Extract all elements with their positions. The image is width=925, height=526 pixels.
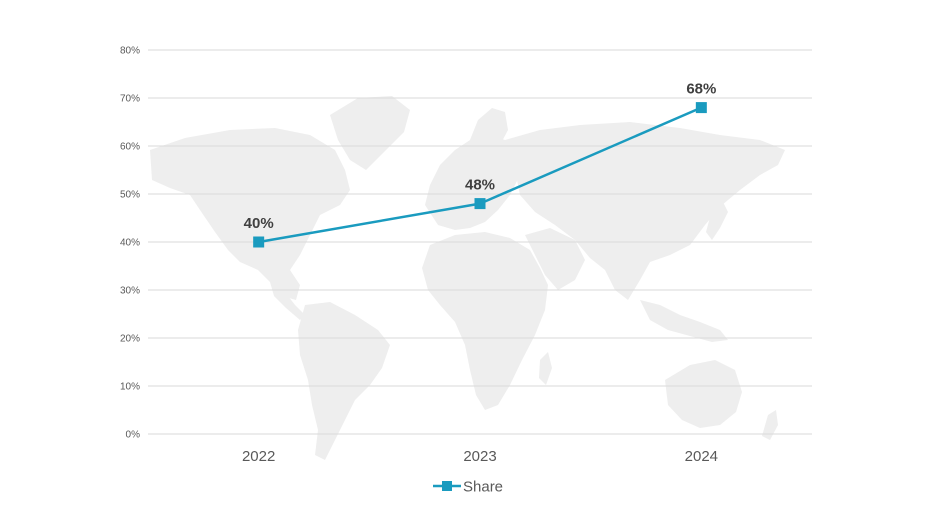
x-tick-label: 2023 bbox=[463, 448, 496, 465]
x-tick-label: 2024 bbox=[685, 448, 718, 465]
map-asia bbox=[505, 122, 785, 300]
legend-marker-icon bbox=[442, 481, 452, 491]
map-new-zealand bbox=[762, 410, 778, 440]
data-labels: 40% 48% 68% bbox=[244, 81, 717, 232]
y-tick-label: 40% bbox=[120, 238, 140, 249]
x-axis: 2022 2023 2024 bbox=[242, 448, 718, 465]
data-label: 48% bbox=[465, 177, 495, 194]
map-australia bbox=[665, 360, 742, 428]
legend: Share bbox=[433, 479, 503, 496]
x-tick-label: 2022 bbox=[242, 448, 275, 465]
y-tick-label: 60% bbox=[120, 142, 140, 153]
map-madagascar bbox=[539, 352, 552, 385]
map-southeast-asia bbox=[640, 300, 728, 342]
map-middle-east bbox=[525, 228, 585, 290]
data-label: 40% bbox=[244, 215, 274, 232]
world-map-background bbox=[150, 96, 785, 460]
series-share bbox=[253, 102, 707, 248]
y-tick-label: 10% bbox=[120, 382, 140, 393]
gridlines bbox=[148, 49, 812, 435]
data-label: 68% bbox=[686, 81, 716, 98]
y-axis: 0% 10% 20% 30% 40% 50% 60% 70% 80% bbox=[120, 46, 140, 441]
y-tick-label: 70% bbox=[120, 94, 140, 105]
map-north-america bbox=[150, 128, 350, 300]
map-africa bbox=[422, 232, 548, 410]
data-point bbox=[474, 198, 486, 210]
map-japan bbox=[706, 200, 728, 240]
map-europe bbox=[425, 135, 520, 230]
y-tick-label: 50% bbox=[120, 190, 140, 201]
data-point bbox=[253, 236, 265, 248]
y-tick-label: 0% bbox=[126, 430, 141, 441]
data-point bbox=[695, 102, 707, 114]
y-tick-label: 20% bbox=[120, 334, 140, 345]
map-south-america bbox=[298, 302, 390, 460]
y-tick-label: 30% bbox=[120, 286, 140, 297]
map-greenland bbox=[330, 96, 410, 170]
map-central-america bbox=[270, 282, 305, 320]
legend-label: Share bbox=[463, 479, 503, 496]
map-scandinavia bbox=[470, 108, 508, 150]
y-tick-label: 80% bbox=[120, 46, 140, 57]
